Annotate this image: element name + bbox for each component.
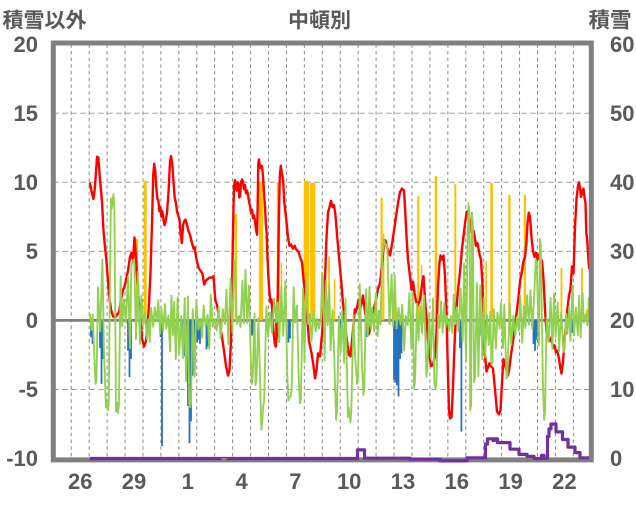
svg-text:19: 19 bbox=[498, 469, 522, 494]
svg-text:4: 4 bbox=[235, 469, 248, 494]
svg-text:60: 60 bbox=[610, 32, 634, 57]
svg-text:20: 20 bbox=[610, 308, 634, 333]
svg-text:10: 10 bbox=[610, 377, 634, 402]
svg-text:0: 0 bbox=[26, 308, 38, 333]
svg-text:13: 13 bbox=[391, 469, 415, 494]
svg-text:7: 7 bbox=[289, 469, 301, 494]
svg-text:15: 15 bbox=[14, 101, 38, 126]
svg-text:10: 10 bbox=[14, 170, 38, 195]
svg-text:16: 16 bbox=[445, 469, 469, 494]
svg-text:22: 22 bbox=[552, 469, 576, 494]
svg-text:5: 5 bbox=[26, 239, 38, 264]
svg-text:40: 40 bbox=[610, 170, 634, 195]
svg-text:30: 30 bbox=[610, 239, 634, 264]
svg-text:50: 50 bbox=[610, 101, 634, 126]
svg-text:10: 10 bbox=[337, 469, 361, 494]
svg-text:0: 0 bbox=[610, 446, 622, 471]
svg-text:1: 1 bbox=[182, 469, 194, 494]
svg-text:-10: -10 bbox=[6, 446, 38, 471]
svg-text:29: 29 bbox=[122, 469, 146, 494]
svg-text:26: 26 bbox=[68, 469, 92, 494]
svg-text:-5: -5 bbox=[18, 377, 38, 402]
svg-text:20: 20 bbox=[14, 32, 38, 57]
